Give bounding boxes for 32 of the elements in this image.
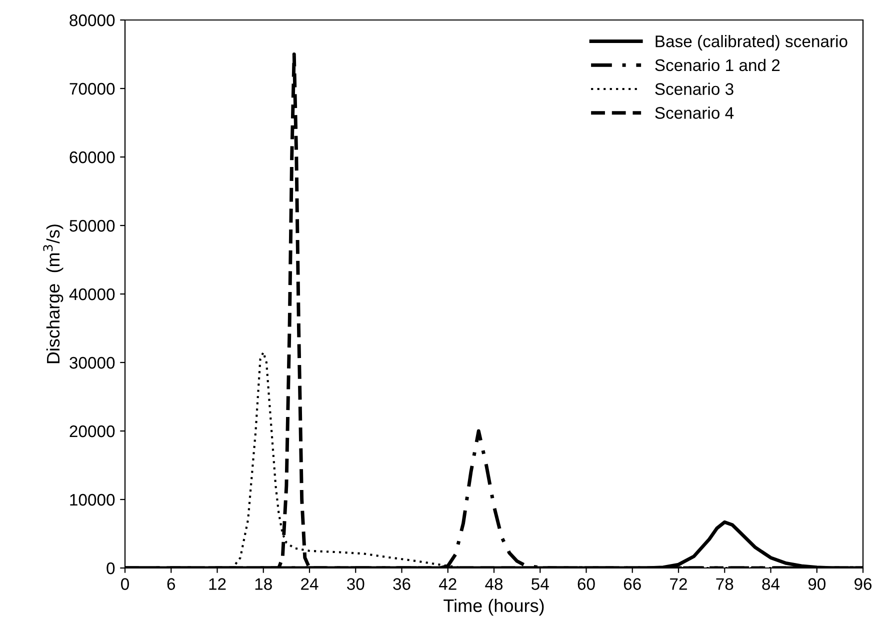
y-axis-title: Discharge (m$^{3}$/s) — [43, 224, 64, 364]
x-tick-label: 12 — [209, 578, 226, 590]
x-tick-label: 66 — [624, 578, 641, 590]
x-tick-label: 90 — [808, 578, 826, 590]
x-axis-title: Time (hours) — [444, 598, 544, 616]
y-tick-label: 50000 — [70, 220, 115, 232]
x-tick-label: 30 — [346, 578, 364, 590]
y-tick-label: 10000 — [70, 494, 115, 506]
legend-label: Scenario 1 and 2 — [655, 58, 780, 72]
y-tick-label: 20000 — [70, 425, 115, 438]
x-tick-label: 18 — [255, 578, 272, 590]
x-tick-label: 42 — [438, 578, 456, 590]
y-tick-label: 80000 — [70, 14, 115, 26]
x-tick-label: 24 — [301, 578, 318, 590]
x-tick-label: 36 — [393, 578, 410, 590]
x-tick-label: 60 — [578, 578, 595, 590]
x-tick-label: 78 — [716, 578, 734, 590]
x-tick-label: 6 — [167, 578, 176, 590]
x-tick-label: 72 — [670, 578, 687, 590]
legend-label: Base (calibrated) scenario — [656, 35, 848, 51]
legend-label: Scenario 4 — [655, 106, 734, 119]
legend-label: Scenario 3 — [655, 82, 734, 95]
y-tick-label: 40000 — [69, 288, 115, 300]
y-tick-label: 60000 — [70, 151, 115, 164]
x-tick-label: 0 — [121, 578, 129, 590]
y-tick-label: 30000 — [70, 356, 115, 369]
y-tick-label: 0 — [106, 562, 115, 574]
x-tick-label: 54 — [532, 578, 549, 590]
x-tick-label: 84 — [762, 578, 780, 590]
y-tick-label: 70000 — [70, 82, 115, 95]
x-tick-label: 48 — [485, 578, 503, 590]
x-tick-label: 96 — [854, 578, 872, 590]
